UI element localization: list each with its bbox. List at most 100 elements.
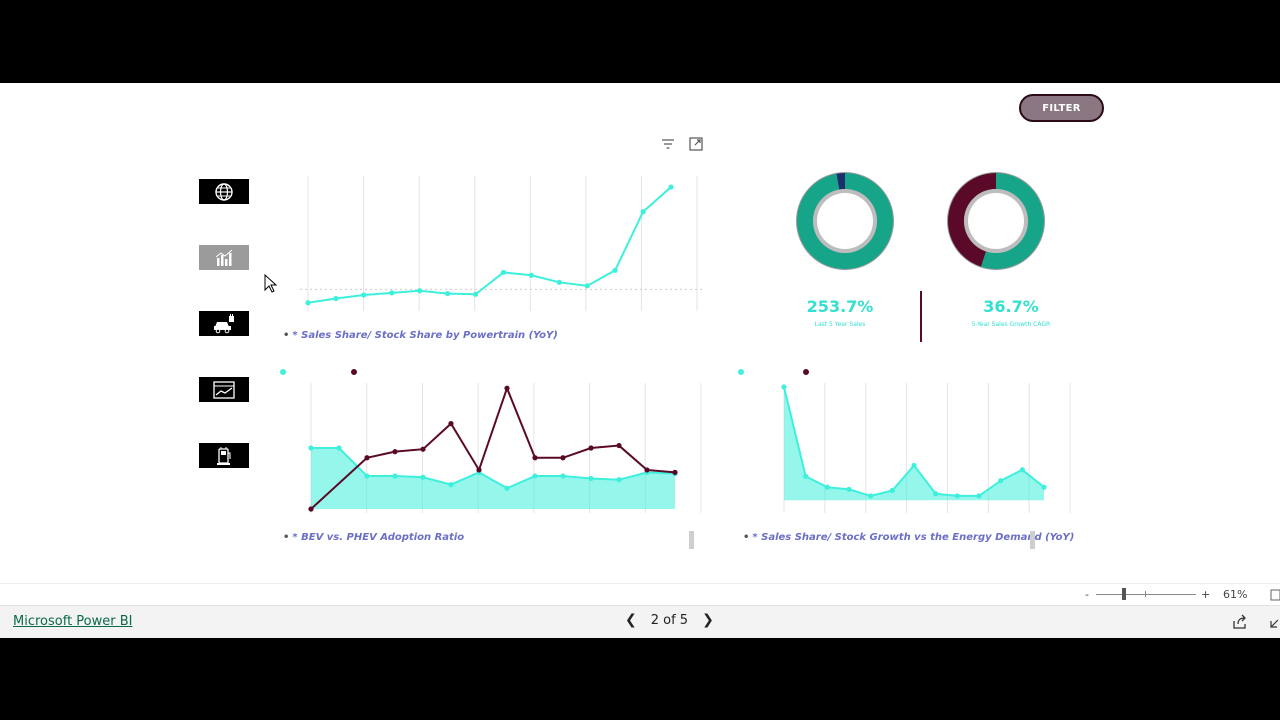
kpi-last-5-year-sales-label: Last 5 Year Sales	[814, 321, 866, 328]
energy-demand-chart-title: • * Sales Share/ Stock Growth vs the Ener…	[743, 532, 1075, 543]
series-area	[311, 448, 675, 509]
data-point	[361, 292, 367, 298]
report-canvas: FILTER	[0, 83, 1280, 583]
data-point	[868, 493, 874, 499]
data-point	[616, 477, 622, 483]
data-point	[476, 467, 482, 473]
data-point	[644, 467, 650, 473]
data-point	[392, 473, 398, 479]
kpi-sales-growth-cagr-value: 36.7%	[983, 297, 1039, 316]
zoom-slider-thumb[interactable]	[1122, 588, 1126, 600]
series-line	[307, 186, 672, 304]
mouse-cursor-icon	[264, 274, 278, 293]
growth-donut	[947, 172, 1045, 270]
zoom-level: 61%	[1223, 588, 1248, 601]
data-point	[500, 269, 507, 276]
data-point	[445, 290, 451, 297]
data-point	[308, 506, 314, 512]
charging-station-icon[interactable]	[199, 443, 249, 468]
data-point	[781, 384, 787, 390]
kpi-divider	[920, 291, 922, 342]
data-point	[588, 475, 594, 482]
data-point	[308, 445, 314, 451]
bev-phev-adoption-chart	[308, 383, 702, 513]
donut-hole	[817, 193, 873, 249]
zoom-bar: - + 61%	[0, 583, 1280, 606]
legend-marker-series-2	[803, 369, 809, 375]
data-point	[305, 300, 311, 306]
kpi-sales-growth-cagr-label: 5-Year Sales Growth CAGR	[971, 321, 1051, 328]
data-point	[976, 493, 982, 499]
data-point	[556, 279, 562, 285]
data-point	[417, 288, 423, 294]
fit-to-page-icon[interactable]	[1270, 589, 1280, 601]
sales-share-line-chart	[300, 176, 705, 311]
chart-scrollbar[interactable]	[689, 531, 694, 549]
bar-chart-icon[interactable]	[199, 245, 249, 270]
sales-share-donut	[796, 172, 894, 270]
data-point	[889, 487, 895, 494]
data-point	[420, 446, 426, 452]
data-point	[420, 474, 426, 480]
data-point	[560, 473, 566, 479]
footer-bar: Microsoft Power BI ❮ 2 of 5 ❯	[0, 605, 1280, 638]
share-icon[interactable]	[1232, 614, 1248, 630]
next-page-icon[interactable]: ❯	[702, 612, 714, 628]
data-point	[584, 283, 590, 289]
data-point	[612, 267, 618, 273]
power-bi-link[interactable]: Microsoft Power BI	[13, 614, 133, 629]
data-point	[803, 473, 809, 479]
data-point	[672, 469, 678, 475]
donut-slice-secondary	[797, 173, 893, 269]
focus-mode-icon[interactable]	[688, 136, 704, 152]
donut-slice-secondary	[948, 173, 1044, 269]
data-point	[911, 462, 917, 469]
data-point	[640, 209, 646, 215]
data-point	[668, 184, 674, 190]
donut-hole	[968, 193, 1024, 249]
data-point	[333, 295, 339, 302]
chart-scrollbar[interactable]	[1030, 531, 1035, 549]
page-navigator: ❮ 2 of 5 ❯	[625, 612, 714, 628]
data-point	[448, 482, 454, 488]
zoom-slider-tick	[1145, 591, 1146, 597]
data-point	[472, 291, 479, 297]
data-point	[933, 491, 939, 497]
data-point	[1019, 467, 1025, 473]
data-point	[448, 421, 454, 427]
sales-share-chart-title: • * Sales Share/ Stock Share by Powertrai…	[283, 330, 558, 341]
ev-car-icon[interactable]	[199, 311, 249, 336]
legend-marker-series-2	[351, 369, 357, 375]
zoom-slider-track[interactable]	[1096, 594, 1196, 595]
data-point	[528, 272, 534, 278]
data-point	[824, 484, 830, 490]
data-point	[954, 493, 960, 499]
data-point	[504, 385, 510, 391]
page-indicator: 2 of 5	[650, 612, 689, 628]
filter-button[interactable]: FILTER	[1019, 94, 1104, 122]
data-point	[504, 485, 510, 491]
line-trend-icon[interactable]	[199, 377, 249, 402]
data-point	[846, 486, 852, 492]
bev-phev-chart-title: • * BEV vs. PHEV Adoption Ratio	[283, 532, 465, 543]
data-point	[336, 445, 342, 451]
expand-icon[interactable]	[1270, 616, 1280, 628]
energy-demand-chart	[781, 383, 1071, 513]
data-point	[588, 445, 594, 451]
data-point	[1041, 484, 1047, 490]
series-area	[784, 387, 1044, 501]
legend-marker-series-1	[280, 369, 286, 375]
data-point	[560, 455, 566, 461]
data-point	[392, 449, 398, 455]
data-point	[616, 442, 622, 449]
data-point	[364, 455, 370, 461]
zoom-in-button[interactable]: +	[1201, 588, 1211, 601]
filter-icon[interactable]	[660, 136, 676, 152]
zoom-out-button[interactable]: -	[1085, 588, 1089, 601]
series-line	[311, 447, 676, 490]
kpi-last-5-year-sales-value: 253.7%	[806, 297, 874, 316]
data-point	[998, 478, 1004, 484]
data-point	[364, 473, 370, 479]
previous-page-icon[interactable]: ❮	[625, 612, 637, 628]
globe-icon[interactable]	[199, 179, 249, 204]
